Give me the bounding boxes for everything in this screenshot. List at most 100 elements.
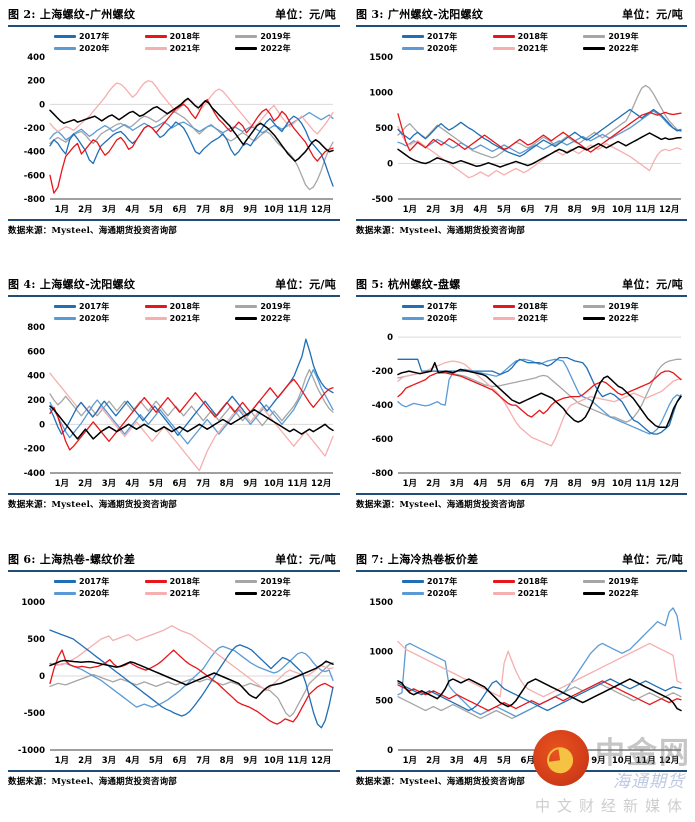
series-line-2020年 <box>49 368 334 445</box>
x-tick-label: 6月 <box>520 205 534 215</box>
legend-item-2019年: 2019年 <box>583 301 670 312</box>
header-rule <box>8 570 340 572</box>
legend-label: 2017年 <box>79 32 110 41</box>
x-tick-label: 11月 <box>287 756 307 766</box>
x-tick-label: 5月 <box>149 205 163 215</box>
y-tick-label: -400 <box>24 148 45 158</box>
legend-swatch-icon <box>583 580 606 583</box>
legend-swatch-icon <box>144 592 167 595</box>
legend-item-2019年: 2019年 <box>235 576 322 587</box>
legend-swatch-icon <box>492 47 515 50</box>
plot-area-fig7: 2017年 2018年 2019年 2020年 2021年 2022年 1500 1000 5… <box>356 572 687 770</box>
legend-swatch-icon <box>402 305 424 308</box>
legend-item-2021年: 2021年 <box>492 588 580 599</box>
x-tick-label: 1月 <box>403 756 417 766</box>
series-line-2017年 <box>49 629 334 729</box>
legend-item-2022年: 2022年 <box>235 588 322 599</box>
x-tick-label: 7月 <box>196 205 210 215</box>
series-line-2019年 <box>49 368 334 427</box>
legend-item-2020年: 2020年 <box>54 313 141 324</box>
legend-item-2018年: 2018年 <box>144 31 232 42</box>
source-note: 数据来源：Mysteel、海通期货投资咨询部 <box>356 500 526 510</box>
legend-swatch-icon <box>235 580 258 583</box>
series-line-2020年 <box>397 358 682 435</box>
x-tick-label: 8月 <box>568 479 582 489</box>
y-tick-label: 200 <box>27 396 45 406</box>
y-tick-label: -600 <box>24 171 45 181</box>
y-tick-label: 0 <box>39 100 45 110</box>
legend-item-2020年: 2020年 <box>402 43 489 54</box>
x-tick-label: 5月 <box>497 205 511 215</box>
legend-label: 2017年 <box>427 32 458 41</box>
legend-swatch-icon <box>402 592 424 595</box>
chart-svg-fig3: 1500 1000 500 0 -500 1月 2月 3月 4月 5月 6月 7月 8月 9月 10月 11月… <box>369 53 682 215</box>
x-tick-label: 7月 <box>544 479 558 489</box>
figure-title: 图 7: 上海冷热卷板价差 <box>356 553 479 566</box>
footer-rule <box>8 493 340 495</box>
y-tick-label: 800 <box>27 323 45 333</box>
x-tick-label: 6月 <box>520 756 534 766</box>
legend-fig5: 2017年 2018年 2019年 2020年 2021年 2022年 <box>402 301 670 324</box>
series-line-2021年 <box>397 640 682 698</box>
legend-fig7: 2017年 2018年 2019年 2020年 2021年 2022年 <box>402 576 670 599</box>
legend-item-2019年: 2019年 <box>235 31 322 42</box>
legend-swatch-icon <box>54 35 76 38</box>
series-line-2019年 <box>397 682 682 720</box>
series-line-2020年 <box>397 607 682 718</box>
chart-svg-fig2: 400 200 0 -200 -400 -600 -800 1月 2月 3月 4月 5月 6月 7月 8月 9… <box>24 53 334 215</box>
series-line-2020年 <box>49 645 334 708</box>
y-tick-label: 400 <box>27 53 45 63</box>
legend-label: 2019年 <box>608 32 639 41</box>
y-tick-label: -200 <box>24 124 45 134</box>
series-line-2019年 <box>397 84 682 159</box>
legend-item-2022年: 2022年 <box>235 43 322 54</box>
legend-fig6: 2017年 2018年 2019年 2020年 2021年 2022年 <box>54 576 322 599</box>
legend-fig4: 2017年 2018年 2019年 2020年 2021年 2022年 <box>54 301 322 324</box>
legend-swatch-icon <box>402 35 424 38</box>
legend-swatch-icon <box>54 592 76 595</box>
figure-unit: 单位：元/吨 <box>275 553 336 566</box>
figure-header: 图 3: 广州螺纹-沈阳螺纹 单位：元/吨 <box>356 6 687 22</box>
legend-item-2020年: 2020年 <box>402 588 489 599</box>
legend-label: 2019年 <box>260 32 291 41</box>
figure-unit: 单位：元/吨 <box>622 8 683 21</box>
plot-area-fig4: 2017年 2018年 2019年 2020年 2021年 2022年 800 600 400… <box>8 297 340 493</box>
x-tick-label: 12月 <box>311 756 331 766</box>
y-tick-label: 500 <box>375 124 393 134</box>
source-note: 数据来源：Mysteel、海通期货投资咨询部 <box>8 226 178 236</box>
series-line-2018年 <box>49 378 334 451</box>
series-line-2020年 <box>397 110 682 155</box>
y-tick-label: 1000 <box>369 89 393 99</box>
x-tick-label: 5月 <box>149 756 163 766</box>
series-line-2020年 <box>49 111 334 141</box>
legend-label: 2020年 <box>79 314 110 323</box>
legend-swatch-icon <box>54 317 76 320</box>
legend-item-2021年: 2021年 <box>144 313 232 324</box>
legend-label: 2021年 <box>517 314 548 323</box>
legend-item-2019年: 2019年 <box>583 576 670 587</box>
legend-label: 2021年 <box>169 314 200 323</box>
x-tick-label: 7月 <box>544 756 558 766</box>
x-tick-label: 10月 <box>612 756 632 766</box>
x-tick-label: 1月 <box>403 205 417 215</box>
source-note: 数据来源：Mysteel、海通期货投资咨询部 <box>356 777 526 787</box>
legend-swatch-icon <box>235 47 258 50</box>
series-line-2018年 <box>49 649 334 725</box>
figure-panel-fig7: 图 7: 上海冷热卷板价差 单位：元/吨 2017年 2018年 2019年 2020… <box>346 545 695 822</box>
legend-swatch-icon <box>583 305 606 308</box>
series-line-2017年 <box>397 678 682 712</box>
figure-header: 图 2: 上海螺纹-广州螺纹 单位：元/吨 <box>8 6 340 22</box>
figure-panel-fig2: 图 2: 上海螺纹-广州螺纹 单位：元/吨 2017年 2018年 2019年 202… <box>0 0 346 270</box>
y-tick-label: 0 <box>39 672 45 682</box>
legend-item-2019年: 2019年 <box>583 31 670 42</box>
legend-item-2021年: 2021年 <box>144 588 232 599</box>
y-tick-label: 400 <box>27 372 45 382</box>
legend-label: 2017年 <box>427 577 458 586</box>
y-tick-label: 1500 <box>369 598 393 608</box>
legend-swatch-icon <box>144 47 167 50</box>
legend-label: 2022年 <box>608 44 639 53</box>
chart-svg-fig5: 0 -200 -400 -600 -800 1月 2月 3月 4月 5月 6月 7月 8月 9月 10月 11… <box>372 333 682 489</box>
x-tick-label: 9月 <box>243 205 257 215</box>
plot-area-fig2: 2017年 2018年 2019年 2020年 2021年 2022年 400 200 0 -2… <box>8 27 340 219</box>
